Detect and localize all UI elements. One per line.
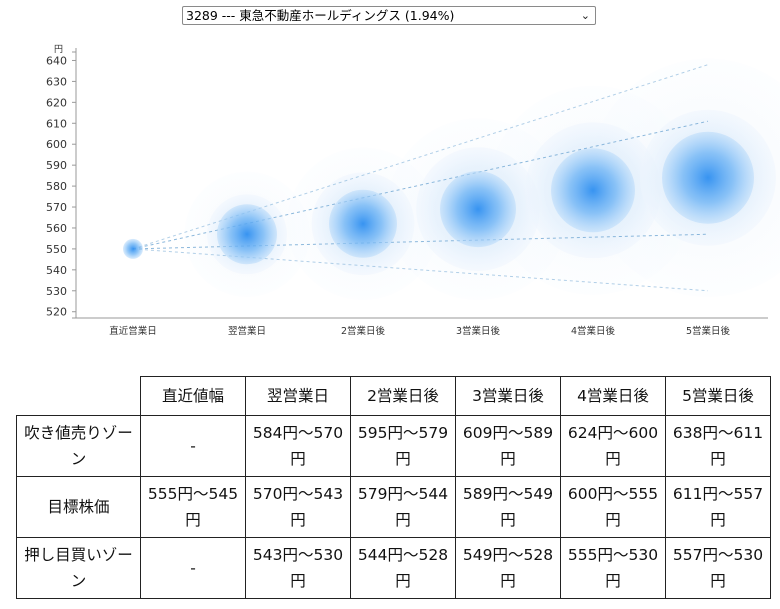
table-header: 翌営業日 xyxy=(245,376,351,416)
table-cell: 555円〜530円 xyxy=(560,537,666,599)
table-header: 2営業日後 xyxy=(350,376,456,416)
y-tick-label: 600 xyxy=(46,138,67,151)
table-cell: 557円〜530円 xyxy=(665,537,771,599)
target-price-point xyxy=(662,131,754,224)
table-cell: 570円〜543円 xyxy=(245,476,351,538)
table-header-blank xyxy=(16,376,141,416)
table-row: 吹き値売りゾーン - 584円〜570円 595円〜579円 609円〜589円… xyxy=(16,415,771,477)
x-tick-label: 5営業日後 xyxy=(686,325,731,336)
table-cell: 544円〜528円 xyxy=(350,537,456,599)
y-tick-label: 560 xyxy=(46,222,67,235)
forecast-chart: 520 530 540 550 560 570 580 590 600 610 620 630 640円… xyxy=(46,44,780,336)
table-cell: 543円〜530円 xyxy=(245,537,351,599)
table-cell: 589円〜549円 xyxy=(455,476,561,538)
table-row: 目標株価 555円〜545円 570円〜543円 579円〜544円 589円〜… xyxy=(16,476,771,538)
table-cell: 579円〜544円 xyxy=(350,476,456,538)
target-price-point xyxy=(217,204,277,265)
table-cell: 611円〜557円 xyxy=(665,476,771,538)
table-header: 4営業日後 xyxy=(560,376,666,416)
target-price-point xyxy=(440,171,516,248)
y-tick-label: 530 xyxy=(46,285,67,298)
table-cell: 624円〜600円 xyxy=(560,415,666,477)
table-cell: - xyxy=(140,415,246,477)
table-header: 直近値幅 xyxy=(140,376,246,416)
y-tick-label: 610 xyxy=(46,117,67,130)
y-unit-label: 円 xyxy=(54,44,63,55)
target-price-point xyxy=(551,148,635,233)
x-tick-label: 翌営業日 xyxy=(228,325,266,336)
table-header: 5営業日後 xyxy=(665,376,771,416)
stock-select[interactable]: 3289 --- 東急不動産ホールディングス (1.94%) ⌄ xyxy=(182,6,596,25)
table-cell: 600円〜555円 xyxy=(560,476,666,538)
x-tick-label: 3営業日後 xyxy=(456,325,501,336)
y-tick-label: 570 xyxy=(46,201,67,214)
table-cell: - xyxy=(140,537,246,599)
row-label-sell-zone: 吹き値売りゾーン xyxy=(16,415,141,477)
table-header-row: 直近値幅 翌営業日 2営業日後 3営業日後 4営業日後 5営業日後 xyxy=(16,376,771,416)
table-header: 3営業日後 xyxy=(455,376,561,416)
y-tick-label: 620 xyxy=(46,96,67,109)
y-tick-label: 550 xyxy=(46,243,67,256)
x-tick-label: 2営業日後 xyxy=(341,325,386,336)
table-cell: 549円〜528円 xyxy=(455,537,561,599)
y-tick-label: 630 xyxy=(46,75,67,88)
y-tick-label: 590 xyxy=(46,159,67,172)
y-tick-label: 580 xyxy=(46,180,67,193)
target-price-point xyxy=(123,238,143,259)
y-tick-label: 640 xyxy=(46,54,67,67)
stock-select-value: 3289 --- 東急不動産ホールディングス (1.94%) xyxy=(186,8,455,23)
table-cell: 555円〜545円 xyxy=(140,476,246,538)
y-tick-label: 520 xyxy=(46,306,67,319)
chevron-down-icon[interactable]: ⌄ xyxy=(580,9,590,22)
table-row: 押し目買いゾーン - 543円〜530円 544円〜528円 549円〜528円… xyxy=(16,537,771,599)
x-tick-label: 直近営業日 xyxy=(109,325,157,336)
row-label-target-price: 目標株価 xyxy=(16,476,141,538)
table-cell: 638円〜611円 xyxy=(665,415,771,477)
x-tick-label: 4営業日後 xyxy=(571,325,616,336)
sell-zone-upper-line xyxy=(132,64,709,250)
table-cell: 595円〜579円 xyxy=(350,415,456,477)
y-tick-label: 540 xyxy=(46,264,67,277)
zone-table: 直近値幅 翌営業日 2営業日後 3営業日後 4営業日後 5営業日後 吹き値売りゾ… xyxy=(16,376,771,599)
table-cell: 584円〜570円 xyxy=(245,415,351,477)
row-label-buy-zone: 押し目買いゾーン xyxy=(16,537,141,599)
table-cell: 609円〜589円 xyxy=(455,415,561,477)
target-price-point xyxy=(329,189,397,258)
